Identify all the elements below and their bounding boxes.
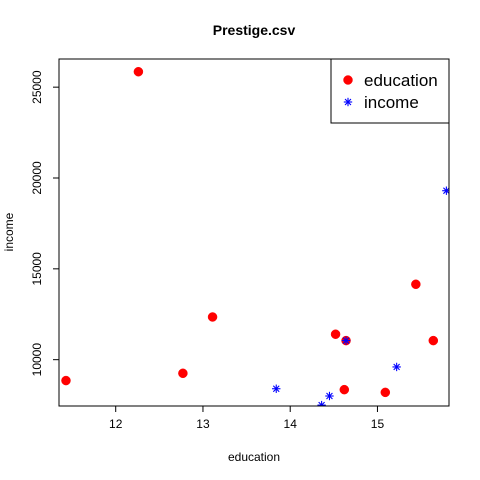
- data-point-income: [392, 362, 401, 372]
- x-tick-label: 13: [196, 417, 210, 431]
- data-point-education: [133, 66, 144, 77]
- data-points-group: [61, 66, 449, 406]
- y-axis-label: income: [2, 212, 16, 251]
- plot-frame: [58, 58, 450, 407]
- data-point-education: [339, 384, 350, 395]
- data-point-education: [61, 375, 71, 386]
- legend-box: [330, 58, 450, 124]
- axes-group: 12 13 14 15 10000 15000 20000 25000: [30, 70, 384, 431]
- x-tick-label: 14: [284, 417, 298, 431]
- y-tick-label: 25000: [30, 70, 44, 104]
- legend-label-income: income: [364, 93, 419, 112]
- legend-marker-education: [343, 75, 353, 85]
- y-tick-label: 10000: [30, 343, 44, 377]
- legend: education income: [330, 58, 450, 124]
- data-point-education: [207, 312, 218, 322]
- data-point-education: [428, 335, 439, 346]
- x-tick-label: 15: [371, 417, 385, 431]
- chart-title: Prestige.csv: [213, 22, 296, 38]
- data-point-income: [325, 391, 334, 401]
- data-point-education: [380, 387, 391, 398]
- legend-marker-income: [343, 97, 353, 107]
- legend-label-education: education: [364, 71, 438, 90]
- data-point-income: [442, 186, 449, 195]
- y-tick-label: 20000: [30, 161, 44, 195]
- data-point-education: [411, 279, 421, 290]
- y-tick-label: 15000: [30, 252, 44, 286]
- x-axis-label: education: [228, 450, 280, 464]
- data-point-income: [272, 384, 281, 393]
- data-point-education: [178, 368, 188, 379]
- data-point-income: [317, 400, 326, 406]
- data-point-income: [341, 336, 351, 345]
- data-point-education: [330, 329, 341, 339]
- x-tick-label: 12: [109, 417, 123, 431]
